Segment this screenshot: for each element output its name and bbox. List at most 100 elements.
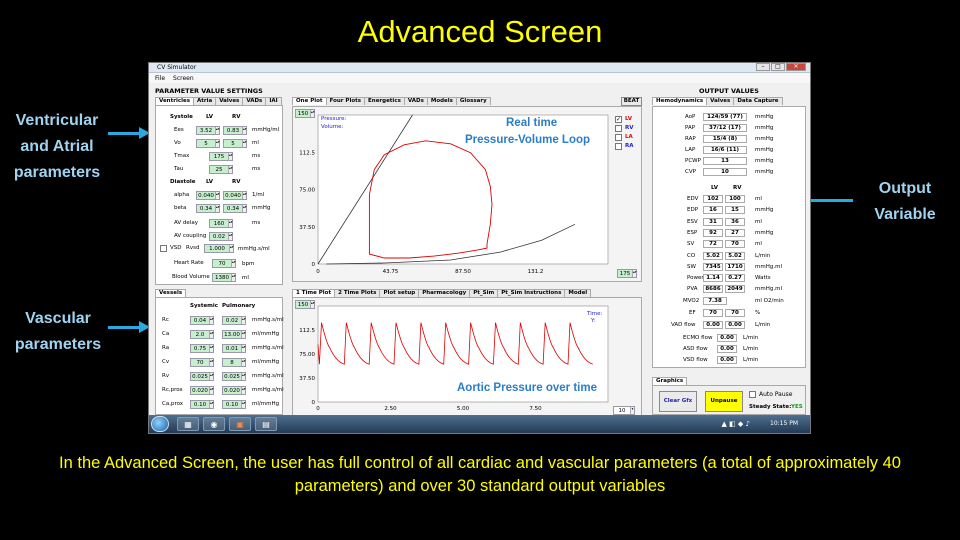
auto-pause-label: Auto Pause	[759, 391, 793, 398]
tab-pt-sim-instructions[interactable]: Pt_Sim Instructions	[497, 289, 566, 297]
tab-atria[interactable]: Atria	[192, 97, 217, 105]
output-lv-value: 5.02	[703, 251, 723, 260]
tab-graphics[interactable]: Graphics	[652, 377, 688, 385]
tab-iai[interactable]: IAI	[265, 97, 282, 105]
vessel-pulmonary-input[interactable]: 8 ▴▾	[222, 358, 246, 367]
menu-screen[interactable]: Screen	[173, 74, 194, 82]
tab-output-valves[interactable]: Valves	[706, 97, 735, 105]
legend-checkbox[interactable]	[615, 134, 622, 141]
output-value: 15/4 (8)	[703, 135, 747, 143]
vessel-pulmonary-input[interactable]: 0.020 ▴▾	[222, 386, 246, 395]
vessel-pulmonary-input[interactable]: 13.00 ▴▾	[222, 330, 246, 339]
param-rv-input[interactable]: 5 ▴▾	[223, 139, 247, 148]
param-lv-input[interactable]: 0.34 ▴▾	[196, 204, 220, 213]
output-unit: mmHg	[755, 169, 774, 175]
vessel-systemic-input[interactable]: 70 ▴▾	[190, 358, 214, 367]
tab-glossary[interactable]: Glossary	[455, 97, 491, 105]
time-xmax-input[interactable]: 10 ▾	[613, 406, 635, 415]
blood-volume-input[interactable]: 1380 ▴▾	[212, 273, 236, 282]
time-ymax-input[interactable]: 150 ▴▾	[295, 300, 315, 309]
vessel-pulmonary-input[interactable]: 0.01 ▴▾	[222, 344, 246, 353]
rvsd-input[interactable]: 1.000 ▴▾	[204, 244, 234, 253]
tab-2-time-plots[interactable]: 2 Time Plots	[334, 289, 381, 297]
tab-model[interactable]: Model	[564, 289, 592, 297]
pv-xmax-input[interactable]: 175 ▴▾	[617, 269, 637, 278]
vessel-systemic-input[interactable]: 0.025 ▴▾	[190, 372, 214, 381]
unpause-button[interactable]: Unpause	[705, 391, 743, 412]
output-value: 37/12 (17)	[703, 124, 747, 132]
params-header: PARAMETER VALUE SETTINGS	[155, 87, 263, 95]
vsd-flow-label: VSD flow	[683, 357, 708, 363]
vad-flow-lv-value: 0.00	[703, 321, 723, 329]
output-rv-value: 27	[725, 228, 745, 237]
taskbar-simulator-icon[interactable]: ▤	[255, 417, 277, 431]
param-lv-input[interactable]: 5 ▴▾	[196, 139, 220, 148]
tab-models[interactable]: Models	[426, 97, 457, 105]
output-unit: mmHg	[755, 114, 774, 120]
ef-unit: %	[755, 310, 761, 316]
taskbar-powerpoint-icon[interactable]: ▣	[229, 417, 251, 431]
tab-valves[interactable]: Valves	[215, 97, 244, 105]
param-input[interactable]: 25 ▴▾	[209, 165, 233, 174]
pv-y-tick-label: 75.00	[299, 188, 315, 194]
tab-plot-setup[interactable]: Plot setup	[379, 289, 420, 297]
tab-pharmacology[interactable]: Pharmacology	[418, 289, 471, 297]
param-rv-input[interactable]: 0.34 ▴▾	[223, 204, 247, 213]
tab-four-plots[interactable]: Four Plots	[325, 97, 366, 105]
legend-checkbox[interactable]	[615, 143, 622, 150]
tab-vads[interactable]: VADs	[242, 97, 267, 105]
vsd-checkbox[interactable]	[160, 245, 167, 252]
tab-vessels[interactable]: Vessels	[155, 289, 187, 297]
menu-file[interactable]: File	[155, 74, 166, 82]
param-lv-input[interactable]: 3.52 ▴▾	[196, 126, 220, 135]
tab-data-capture[interactable]: Data Capture	[733, 97, 783, 105]
output-unit: mmHg	[755, 147, 774, 153]
minimize-button[interactable]: –	[756, 63, 770, 71]
vessel-systemic-input[interactable]: 0.10 ▴▾	[190, 400, 214, 409]
vessel-pulmonary-input[interactable]: 0.025 ▴▾	[222, 372, 246, 381]
param-label: Ees	[174, 127, 184, 133]
legend-checkbox[interactable]	[615, 125, 622, 132]
pv-ymax-input[interactable]: 150 ▴▾	[295, 109, 315, 118]
output-label: AoP	[685, 114, 696, 120]
vessel-systemic-input[interactable]: 0.04 ▴▾	[190, 316, 214, 325]
vessel-pulmonary-input[interactable]: 0.02 ▴▾	[222, 316, 246, 325]
tab-pt-sim[interactable]: Pt_Sim	[469, 289, 499, 297]
output-value: 10	[703, 168, 747, 176]
start-button[interactable]	[151, 416, 169, 432]
param-rv-input[interactable]: 0.83 ▴▾	[223, 126, 247, 135]
param-lv-input[interactable]: 0.040 ▴▾	[196, 191, 220, 200]
vessel-systemic-input[interactable]: 0.020 ▴▾	[190, 386, 214, 395]
param-input[interactable]: 175 ▴▾	[209, 152, 233, 161]
legend-checkbox[interactable]: ✓	[615, 116, 622, 123]
tab-vads-plot[interactable]: VADs	[403, 97, 428, 105]
tab-hemodynamics[interactable]: Hemodynamics	[652, 97, 708, 105]
vessel-systemic-input[interactable]: 0.75 ▴▾	[190, 344, 214, 353]
taskbar-chrome-icon[interactable]: ◉	[203, 417, 225, 431]
tab-1-time-plot[interactable]: 1 Time Plot	[292, 289, 336, 297]
ef-rv-value: 70	[725, 309, 745, 317]
tab-one-plot[interactable]: One Plot	[292, 97, 327, 105]
maximize-button[interactable]: □	[771, 63, 785, 71]
time-y-readout: Y:	[591, 318, 596, 324]
output-unit: ml	[755, 196, 762, 202]
taskbar-explorer-icon[interactable]: ▦	[177, 417, 199, 431]
vessel-pulmonary-input[interactable]: 0.10 ▴▾	[222, 400, 246, 409]
output-unit: mmHg	[755, 136, 774, 142]
clear-graphics-button[interactable]: Clear Gfx	[659, 391, 697, 412]
steady-state-value: YES	[791, 404, 803, 410]
ecmo-flow-label: ECMO flow	[683, 335, 713, 341]
pv-volume-readout: Volume:	[321, 124, 344, 130]
close-button[interactable]: ✕	[786, 63, 806, 71]
param-input[interactable]: 160 ▴▾	[209, 219, 233, 228]
heart-rate-input[interactable]: 70 ▴▾	[212, 259, 236, 268]
tab-ventricles[interactable]: Ventricles	[155, 97, 194, 105]
param-rv-input[interactable]: 0.040 ▴▾	[223, 191, 247, 200]
vessel-systemic-input[interactable]: 2.0 ▴▾	[190, 330, 214, 339]
beat-button[interactable]: BEAT	[621, 97, 642, 106]
vessel-label: Ra	[162, 345, 170, 351]
param-input[interactable]: 0.02 ▴▾	[209, 232, 233, 241]
output-value: 124/59 (77)	[703, 113, 747, 121]
tab-energetics[interactable]: Energetics	[364, 97, 405, 105]
auto-pause-checkbox[interactable]	[749, 391, 756, 398]
